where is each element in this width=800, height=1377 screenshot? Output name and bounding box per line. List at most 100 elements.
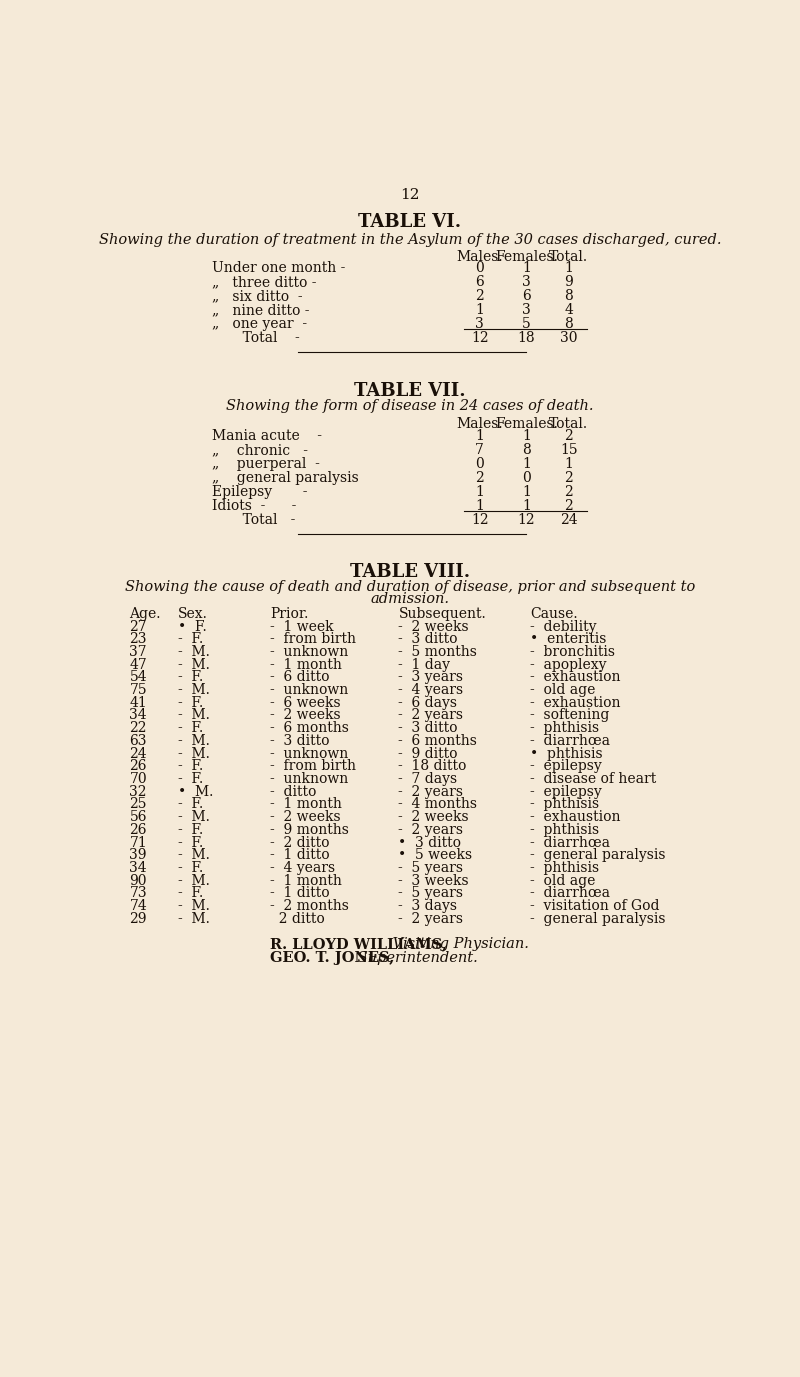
Text: -  5 years: - 5 years	[398, 861, 463, 874]
Text: 0: 0	[522, 471, 530, 485]
Text: „   nine ditto -: „ nine ditto -	[212, 303, 310, 317]
Text: 1: 1	[475, 485, 484, 498]
Text: TABLE VI.: TABLE VI.	[358, 213, 462, 231]
Text: 12: 12	[518, 512, 535, 526]
Text: Under one month -: Under one month -	[212, 262, 346, 275]
Text: 74: 74	[130, 899, 147, 913]
Text: 8: 8	[565, 317, 574, 330]
Text: -  bronchitis: - bronchitis	[530, 644, 615, 660]
Text: -  F.: - F.	[178, 722, 202, 735]
Text: -  ditto: - ditto	[270, 785, 317, 799]
Text: -  F.: - F.	[178, 695, 202, 709]
Text: -  unknown: - unknown	[270, 644, 349, 660]
Text: -  M.: - M.	[178, 709, 210, 723]
Text: -  M.: - M.	[178, 848, 210, 862]
Text: 2: 2	[565, 471, 574, 485]
Text: -  3 ditto: - 3 ditto	[398, 632, 458, 646]
Text: -  apoplexy: - apoplexy	[530, 658, 606, 672]
Text: TABLE VIII.: TABLE VIII.	[350, 563, 470, 581]
Text: -  1 month: - 1 month	[270, 797, 342, 811]
Text: -  6 weeks: - 6 weeks	[270, 695, 341, 709]
Text: 1: 1	[565, 262, 574, 275]
Text: -  4 months: - 4 months	[398, 797, 478, 811]
Text: -  epilepsy: - epilepsy	[530, 759, 602, 774]
Text: -  phthisis: - phthisis	[530, 722, 599, 735]
Text: 73: 73	[130, 887, 147, 901]
Text: Males.: Males.	[457, 251, 503, 264]
Text: -  1 month: - 1 month	[270, 658, 342, 672]
Text: -  3 ditto: - 3 ditto	[270, 734, 330, 748]
Text: -  1 ditto: - 1 ditto	[270, 887, 330, 901]
Text: -  M.: - M.	[178, 899, 210, 913]
Text: 7: 7	[475, 443, 484, 457]
Text: -  2 weeks: - 2 weeks	[270, 810, 341, 823]
Text: -  3 weeks: - 3 weeks	[398, 873, 469, 888]
Text: 12: 12	[400, 189, 420, 202]
Text: 56: 56	[130, 810, 147, 823]
Text: -  6 months: - 6 months	[398, 734, 478, 748]
Text: 70: 70	[130, 772, 147, 786]
Text: •  5 weeks: • 5 weeks	[398, 848, 473, 862]
Text: -  3 ditto: - 3 ditto	[398, 722, 458, 735]
Text: „   six ditto  -: „ six ditto -	[212, 289, 303, 303]
Text: -  F.: - F.	[178, 836, 202, 850]
Text: 5: 5	[522, 317, 530, 330]
Text: 1: 1	[522, 430, 530, 443]
Text: 47: 47	[130, 658, 147, 672]
Text: 4: 4	[565, 303, 574, 317]
Text: •  phthisis: • phthisis	[530, 746, 602, 760]
Text: -  general paralysis: - general paralysis	[530, 912, 666, 925]
Text: 15: 15	[560, 443, 578, 457]
Text: Idiots  -      -: Idiots - -	[212, 498, 297, 512]
Text: -  2 years: - 2 years	[398, 709, 463, 723]
Text: -  6 days: - 6 days	[398, 695, 458, 709]
Text: -  4 years: - 4 years	[398, 683, 463, 697]
Text: Epilepsy       -: Epilepsy -	[212, 485, 308, 498]
Text: -  4 years: - 4 years	[270, 861, 336, 874]
Text: -  phthisis: - phthisis	[530, 823, 599, 837]
Text: 32: 32	[130, 785, 147, 799]
Text: TABLE VII.: TABLE VII.	[354, 381, 466, 399]
Text: -  6 ditto: - 6 ditto	[270, 671, 330, 684]
Text: -  F.: - F.	[178, 759, 202, 774]
Text: 34: 34	[130, 709, 147, 723]
Text: 1: 1	[522, 485, 530, 498]
Text: -  1 ditto: - 1 ditto	[270, 848, 330, 862]
Text: 18: 18	[518, 330, 535, 344]
Text: -  diarrhœa: - diarrhœa	[530, 887, 610, 901]
Text: 1: 1	[522, 262, 530, 275]
Text: -  debility: - debility	[530, 620, 597, 633]
Text: Cause.: Cause.	[530, 607, 578, 621]
Text: 30: 30	[560, 330, 578, 344]
Text: 1: 1	[522, 457, 530, 471]
Text: 71: 71	[130, 836, 147, 850]
Text: Sex.: Sex.	[178, 607, 207, 621]
Text: Females.: Females.	[495, 417, 558, 431]
Text: 22: 22	[130, 722, 147, 735]
Text: 54: 54	[130, 671, 147, 684]
Text: -  F.: - F.	[178, 632, 202, 646]
Text: 2: 2	[565, 430, 574, 443]
Text: Total.: Total.	[550, 251, 589, 264]
Text: 37: 37	[130, 644, 147, 660]
Text: -  3 days: - 3 days	[398, 899, 458, 913]
Text: -  M.: - M.	[178, 683, 210, 697]
Text: -  from birth: - from birth	[270, 759, 357, 774]
Text: „    chronic   -: „ chronic -	[212, 443, 308, 457]
Text: 2 ditto: 2 ditto	[270, 912, 326, 925]
Text: 63: 63	[130, 734, 147, 748]
Text: -  F.: - F.	[178, 887, 202, 901]
Text: •  M.: • M.	[178, 785, 213, 799]
Text: Age.: Age.	[130, 607, 161, 621]
Text: -  18 ditto: - 18 ditto	[398, 759, 466, 774]
Text: 41: 41	[130, 695, 147, 709]
Text: 3: 3	[522, 275, 530, 289]
Text: Superintendent.: Superintendent.	[354, 952, 478, 965]
Text: -  2 weeks: - 2 weeks	[270, 709, 341, 723]
Text: -  exhaustion: - exhaustion	[530, 695, 621, 709]
Text: -  unknown: - unknown	[270, 746, 349, 760]
Text: -  7 days: - 7 days	[398, 772, 458, 786]
Text: -  9 ditto: - 9 ditto	[398, 746, 458, 760]
Text: „    puerperal  -: „ puerperal -	[212, 457, 320, 471]
Text: -  M.: - M.	[178, 734, 210, 748]
